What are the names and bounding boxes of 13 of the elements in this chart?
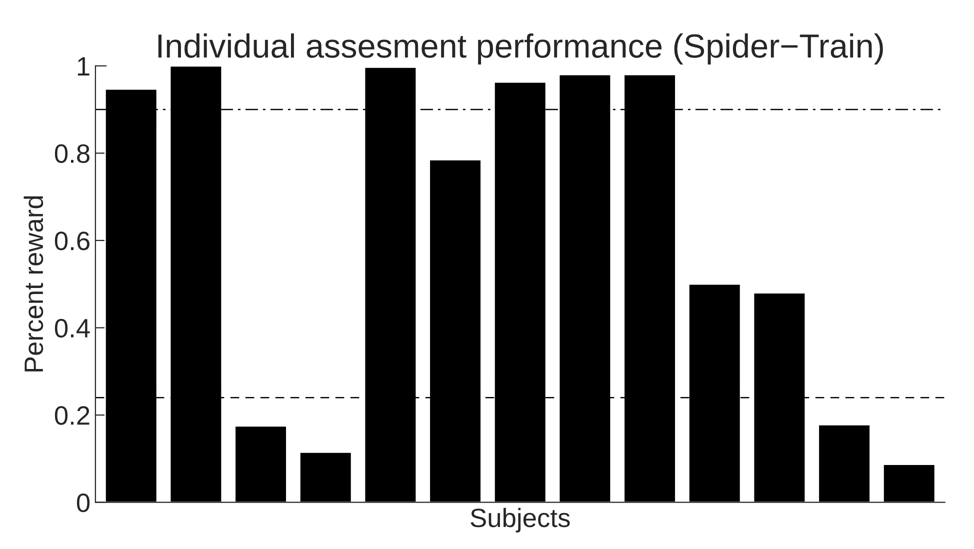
y-tick-label: 0.4 (54, 318, 90, 338)
bar (882, 464, 936, 502)
y-tick-label: 0.6 (54, 232, 90, 250)
bar (234, 425, 288, 502)
y-tick-label: 0.2 (54, 406, 90, 425)
y-tick-label: 0 (76, 493, 90, 512)
bar (818, 424, 871, 502)
y-tick-label: 1 (78, 57, 90, 76)
bar (298, 451, 352, 502)
y-tick-label: 0.8 (54, 144, 90, 163)
chart-title: Individual assesment performance (Spider−Train) (158, 33, 883, 64)
y-axis-title: Percent reward (24, 196, 44, 372)
x-axis-title: Subjects (470, 508, 570, 532)
